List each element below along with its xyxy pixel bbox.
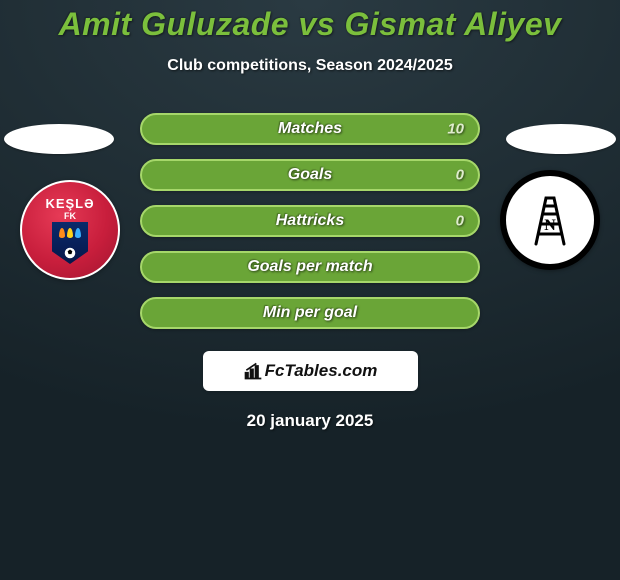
right-club-letter: N: [544, 217, 556, 234]
left-club-logo: KEŞLƏ FK: [20, 180, 120, 280]
stat-bar: Goals 0: [140, 159, 480, 191]
brand-text: FcTables.com: [265, 361, 378, 381]
left-club-sub: FK: [64, 211, 76, 221]
stats-list: Matches 10 Goals 0 Hattricks 0 Goals per match…: [140, 113, 480, 329]
stat-bar: Goals per match: [140, 251, 480, 283]
bar-chart-icon: [243, 361, 263, 381]
right-club-logo: N: [500, 170, 600, 270]
stat-label: Matches: [278, 120, 342, 138]
page-title: Amit Guluzade vs Gismat Aliyev: [59, 6, 562, 43]
stat-bar: Matches 10: [140, 113, 480, 145]
stat-label: Hattricks: [276, 212, 344, 230]
stat-value: 0: [456, 213, 464, 230]
left-name-pill: [4, 124, 114, 154]
content: Amit Guluzade vs Gismat Aliyev Club comp…: [0, 0, 620, 580]
stat-value: 10: [447, 121, 464, 138]
stat-bar: Min per goal: [140, 297, 480, 329]
stat-label: Goals: [288, 166, 332, 184]
stat-label: Goals per match: [247, 258, 372, 276]
soccer-ball-icon: [63, 246, 77, 260]
stat-bar: Hattricks 0: [140, 205, 480, 237]
oil-derrick-icon: N: [530, 194, 570, 246]
right-name-pill: [506, 124, 616, 154]
season-subtitle: Club competitions, Season 2024/2025: [167, 57, 452, 75]
snapshot-date: 20 january 2025: [247, 411, 374, 431]
shield-icon: [52, 222, 88, 264]
stat-value: 0: [456, 167, 464, 184]
left-club-name: KEŞLƏ: [45, 196, 94, 211]
brand-box: FcTables.com: [203, 351, 418, 391]
stat-label: Min per goal: [263, 304, 357, 322]
